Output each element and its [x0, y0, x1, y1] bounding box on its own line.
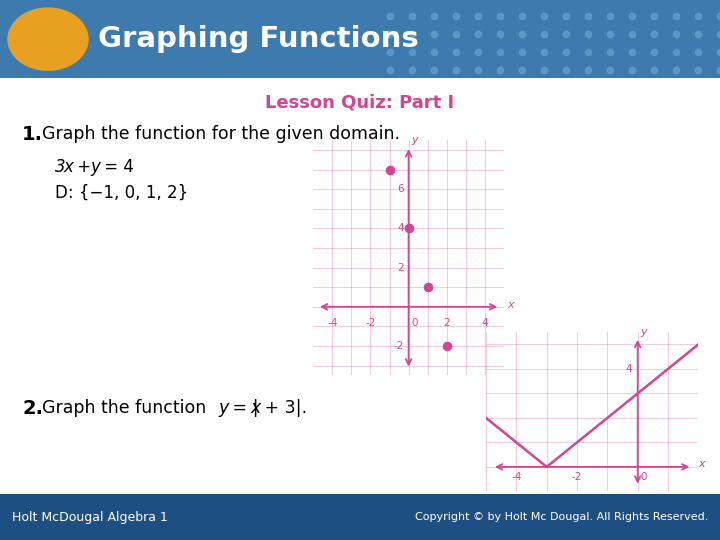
Text: Graph the function: Graph the function: [42, 399, 212, 417]
Text: Copyright © by Holt Mc Dougal. All Rights Reserved.: Copyright © by Holt Mc Dougal. All Right…: [415, 512, 708, 522]
Text: Graphing Functions: Graphing Functions: [98, 25, 419, 53]
Text: 1.: 1.: [22, 125, 43, 144]
Text: 0: 0: [641, 472, 647, 482]
Text: -4: -4: [327, 318, 338, 328]
Text: = |: = |: [227, 399, 258, 417]
Text: x: x: [63, 158, 73, 177]
Text: x: x: [250, 399, 260, 417]
Text: y: y: [218, 399, 228, 417]
Text: 2: 2: [397, 262, 404, 273]
Text: 2: 2: [444, 318, 450, 328]
Text: D: {−1, 0, 1, 2}: D: {−1, 0, 1, 2}: [55, 184, 188, 201]
Text: Lesson Quiz: Part I: Lesson Quiz: Part I: [266, 93, 454, 111]
Text: y: y: [411, 136, 418, 145]
Text: +: +: [72, 158, 96, 177]
Text: -2: -2: [365, 318, 376, 328]
Text: -2: -2: [393, 341, 404, 351]
Point: [441, 342, 452, 350]
Ellipse shape: [8, 8, 88, 70]
Text: y: y: [641, 327, 647, 337]
Text: = 4: = 4: [99, 158, 134, 177]
Text: x: x: [698, 460, 705, 469]
Text: x: x: [507, 300, 513, 310]
Point: [403, 224, 415, 233]
Text: Holt McDougal Algebra 1: Holt McDougal Algebra 1: [12, 510, 168, 524]
Text: 0: 0: [411, 318, 418, 328]
Text: 3: 3: [55, 158, 66, 177]
Text: 6: 6: [397, 184, 404, 194]
Text: -2: -2: [572, 472, 582, 482]
Text: Graph the function for the given domain.: Graph the function for the given domain.: [42, 125, 400, 144]
Text: 4: 4: [482, 318, 488, 328]
Text: -4: -4: [511, 472, 521, 482]
Point: [384, 165, 395, 174]
Point: [422, 283, 433, 292]
Text: 4: 4: [397, 224, 404, 233]
Text: 2.: 2.: [22, 399, 43, 418]
Text: y: y: [90, 158, 100, 177]
Text: + 3|.: + 3|.: [259, 399, 307, 417]
Text: 4: 4: [625, 364, 631, 374]
